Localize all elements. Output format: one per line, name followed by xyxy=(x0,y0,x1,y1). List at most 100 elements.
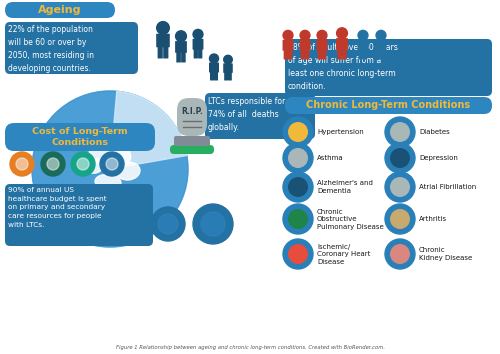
FancyBboxPatch shape xyxy=(300,50,305,59)
Circle shape xyxy=(156,22,170,34)
Text: LTCs responsible for
74% of all  deaths
globally.: LTCs responsible for 74% of all deaths g… xyxy=(208,97,285,132)
Text: Depression: Depression xyxy=(419,155,458,161)
FancyBboxPatch shape xyxy=(358,50,363,59)
FancyBboxPatch shape xyxy=(5,2,115,18)
Circle shape xyxy=(390,245,409,263)
Circle shape xyxy=(288,178,308,196)
Ellipse shape xyxy=(90,139,130,169)
Text: Hypertension: Hypertension xyxy=(317,129,364,135)
Text: Diabetes: Diabetes xyxy=(419,129,450,135)
Text: Chronic Long-Term Conditions: Chronic Long-Term Conditions xyxy=(306,100,470,110)
Circle shape xyxy=(390,123,409,141)
Text: Chronic
Kidney Disease: Chronic Kidney Disease xyxy=(419,247,472,261)
Text: Chronic
Obstructive
Pulmonary Disease: Chronic Obstructive Pulmonary Disease xyxy=(317,209,384,229)
FancyBboxPatch shape xyxy=(5,123,155,151)
Circle shape xyxy=(32,91,188,247)
Circle shape xyxy=(283,30,293,40)
FancyBboxPatch shape xyxy=(177,98,207,136)
Circle shape xyxy=(283,117,313,147)
Text: Alzheimer's and
Dementia: Alzheimer's and Dementia xyxy=(317,180,373,194)
Text: 90% of annual US
healthcare budget is spent
on primary and secondary
care resour: 90% of annual US healthcare budget is sp… xyxy=(8,187,106,228)
FancyBboxPatch shape xyxy=(358,40,368,51)
Ellipse shape xyxy=(125,137,139,147)
FancyBboxPatch shape xyxy=(214,72,218,80)
Circle shape xyxy=(32,91,188,247)
FancyBboxPatch shape xyxy=(342,49,346,59)
Circle shape xyxy=(288,245,308,263)
FancyBboxPatch shape xyxy=(363,50,368,59)
Circle shape xyxy=(16,158,28,170)
FancyBboxPatch shape xyxy=(228,72,232,80)
Text: Asthma: Asthma xyxy=(317,155,344,161)
FancyBboxPatch shape xyxy=(284,50,288,59)
Circle shape xyxy=(193,29,203,39)
Circle shape xyxy=(176,31,186,42)
Circle shape xyxy=(106,158,118,170)
FancyBboxPatch shape xyxy=(174,136,210,146)
Circle shape xyxy=(41,152,65,176)
Circle shape xyxy=(358,30,368,40)
FancyBboxPatch shape xyxy=(181,52,186,63)
FancyBboxPatch shape xyxy=(305,50,310,59)
FancyBboxPatch shape xyxy=(285,39,492,96)
Circle shape xyxy=(385,143,415,173)
Ellipse shape xyxy=(95,175,121,189)
FancyBboxPatch shape xyxy=(338,49,342,59)
Circle shape xyxy=(288,149,308,167)
Circle shape xyxy=(385,239,415,269)
FancyBboxPatch shape xyxy=(223,63,233,73)
FancyBboxPatch shape xyxy=(156,34,170,47)
Text: Cost of Long-Term
Conditions: Cost of Long-Term Conditions xyxy=(32,127,128,147)
Circle shape xyxy=(47,158,59,170)
Wedge shape xyxy=(110,91,187,169)
Ellipse shape xyxy=(116,162,140,180)
FancyBboxPatch shape xyxy=(336,38,348,50)
FancyBboxPatch shape xyxy=(5,22,138,74)
Text: Figure 1 Relationship between ageing and chronic long-term conditions. Created w: Figure 1 Relationship between ageing and… xyxy=(116,345,384,350)
Circle shape xyxy=(77,158,89,170)
FancyBboxPatch shape xyxy=(163,46,168,58)
Text: Ischemic/
Coronary Heart
Disease: Ischemic/ Coronary Heart Disease xyxy=(317,244,370,264)
FancyBboxPatch shape xyxy=(5,184,153,246)
FancyBboxPatch shape xyxy=(316,40,328,51)
FancyBboxPatch shape xyxy=(288,50,292,59)
Circle shape xyxy=(201,212,225,236)
FancyBboxPatch shape xyxy=(318,50,322,59)
Circle shape xyxy=(390,178,409,196)
Circle shape xyxy=(288,210,308,228)
Circle shape xyxy=(336,28,347,39)
Circle shape xyxy=(10,152,34,176)
FancyBboxPatch shape xyxy=(198,49,202,58)
FancyBboxPatch shape xyxy=(209,63,219,73)
FancyBboxPatch shape xyxy=(175,41,187,53)
Circle shape xyxy=(283,143,313,173)
Circle shape xyxy=(193,204,233,244)
Text: Atrial Fibrillation: Atrial Fibrillation xyxy=(419,184,476,190)
Text: 68% of adults over 60 years
of age will suffer from a
least one chronic long-ter: 68% of adults over 60 years of age will … xyxy=(288,43,398,91)
Circle shape xyxy=(151,207,185,241)
FancyBboxPatch shape xyxy=(376,40,386,51)
Circle shape xyxy=(288,123,308,141)
FancyBboxPatch shape xyxy=(176,52,181,63)
Circle shape xyxy=(283,204,313,234)
Circle shape xyxy=(300,30,310,40)
Text: Arthritis: Arthritis xyxy=(419,216,447,222)
FancyBboxPatch shape xyxy=(381,50,386,59)
Circle shape xyxy=(210,54,218,63)
FancyBboxPatch shape xyxy=(210,72,214,80)
Circle shape xyxy=(224,55,232,64)
Circle shape xyxy=(385,172,415,202)
Circle shape xyxy=(376,30,386,40)
Circle shape xyxy=(385,204,415,234)
Circle shape xyxy=(317,30,327,40)
Circle shape xyxy=(390,149,409,167)
FancyBboxPatch shape xyxy=(205,93,315,139)
Circle shape xyxy=(71,152,95,176)
FancyBboxPatch shape xyxy=(376,50,381,59)
FancyBboxPatch shape xyxy=(285,97,492,114)
Circle shape xyxy=(100,152,124,176)
FancyBboxPatch shape xyxy=(170,145,214,154)
FancyBboxPatch shape xyxy=(300,40,310,51)
Circle shape xyxy=(283,239,313,269)
FancyBboxPatch shape xyxy=(322,50,326,59)
